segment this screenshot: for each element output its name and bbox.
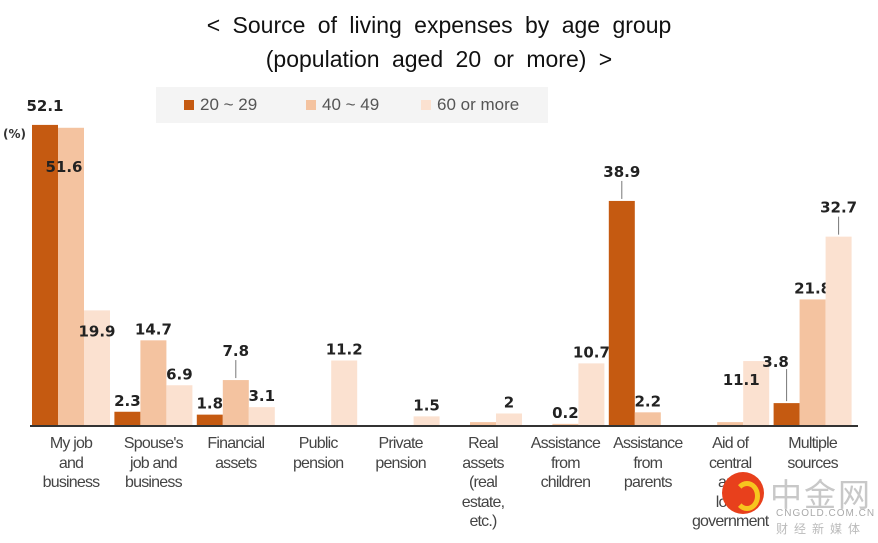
category-label: Private pension bbox=[375, 435, 426, 472]
bar-1-5 bbox=[470, 422, 496, 425]
legend-swatch bbox=[306, 100, 316, 110]
watermark: 中金网 CNGOLD.COM.CN 财经新媒体 bbox=[722, 470, 878, 540]
data-label: 7.8 bbox=[223, 342, 250, 360]
category-label: Real assets (real estate, etc.) bbox=[461, 435, 505, 530]
data-label: 11.1 bbox=[723, 371, 760, 389]
chart-title: < Source of living expenses by age group bbox=[206, 12, 672, 38]
data-label: 38.9 bbox=[603, 163, 640, 181]
bar-1-7 bbox=[634, 412, 661, 425]
bar-2-1 bbox=[166, 385, 193, 425]
bar-1-2 bbox=[222, 380, 249, 425]
bar-2-6 bbox=[578, 363, 605, 425]
bar-0-1 bbox=[114, 411, 141, 425]
bar-0-0 bbox=[32, 124, 58, 426]
data-label: 51.6 bbox=[45, 158, 82, 176]
data-label: 52.1 bbox=[26, 97, 63, 115]
legend-item-60-more: 60 or more bbox=[421, 95, 519, 115]
category-label: Financial assets bbox=[207, 435, 265, 472]
legend-swatch bbox=[421, 100, 431, 110]
bar-2-9 bbox=[825, 236, 852, 425]
data-label: 1.8 bbox=[197, 395, 224, 413]
data-label: 14.7 bbox=[135, 320, 172, 338]
category-label: Multiple sources bbox=[787, 435, 838, 472]
watermark-name: 中金网 bbox=[770, 476, 873, 514]
data-label: 2.3 bbox=[114, 392, 141, 410]
legend-label: 40 ~ 49 bbox=[322, 95, 380, 114]
data-label: 2 bbox=[504, 393, 514, 411]
bar-1-0 bbox=[58, 127, 84, 425]
data-label: 10.7 bbox=[573, 343, 610, 361]
data-label: 1.5 bbox=[413, 396, 440, 414]
legend-item-20-29: 20 ~ 29 bbox=[184, 95, 257, 115]
bar-2-5 bbox=[496, 413, 522, 425]
watermark-tagline: 财经新媒体 bbox=[776, 522, 867, 536]
data-label: 21.8 bbox=[794, 279, 831, 297]
bar-0-2 bbox=[196, 414, 223, 425]
bar-0-7 bbox=[608, 200, 635, 425]
watermark-domain: CNGOLD.COM.CN bbox=[776, 508, 876, 519]
bar-2-0 bbox=[84, 310, 110, 425]
legend-swatch bbox=[184, 100, 194, 110]
legend-label: 20 ~ 29 bbox=[200, 95, 258, 114]
data-label: 3.8 bbox=[762, 353, 789, 371]
bar-2-2 bbox=[248, 407, 275, 425]
data-label: 32.7 bbox=[820, 199, 857, 217]
legend-label: 60 or more bbox=[437, 95, 520, 114]
category-label: Assistance from children bbox=[530, 435, 601, 491]
legend-item-40-49: 40 ~ 49 bbox=[306, 95, 379, 115]
category-label: My job and business bbox=[42, 435, 101, 491]
category-label: Public pension bbox=[292, 435, 344, 472]
bar-2-8 bbox=[743, 361, 770, 425]
bar-1-9 bbox=[799, 299, 826, 425]
unit-label: (%) bbox=[3, 127, 26, 141]
category-label: Assistance from parents bbox=[613, 435, 683, 491]
data-label: 6.9 bbox=[166, 365, 193, 383]
legend: 20 ~ 29 40 ~ 49 60 or more bbox=[156, 87, 548, 123]
bar-1-6 bbox=[552, 423, 579, 425]
data-label: 2.2 bbox=[635, 392, 662, 410]
bar-2-4 bbox=[413, 416, 440, 425]
category-label: Spouse's job and business bbox=[123, 435, 184, 491]
bar-1-1 bbox=[140, 340, 167, 425]
data-label: 3.1 bbox=[249, 387, 276, 405]
bar-1-8 bbox=[717, 422, 744, 425]
bar-0-9 bbox=[773, 403, 800, 425]
data-label: 11.2 bbox=[326, 340, 363, 358]
bar-2-3 bbox=[331, 360, 358, 425]
data-label: 0.2 bbox=[552, 404, 579, 422]
cngold-logo-icon bbox=[722, 472, 764, 514]
data-label: 19.9 bbox=[78, 322, 115, 340]
chart-subtitle: (population aged 20 or more) > bbox=[265, 46, 613, 72]
